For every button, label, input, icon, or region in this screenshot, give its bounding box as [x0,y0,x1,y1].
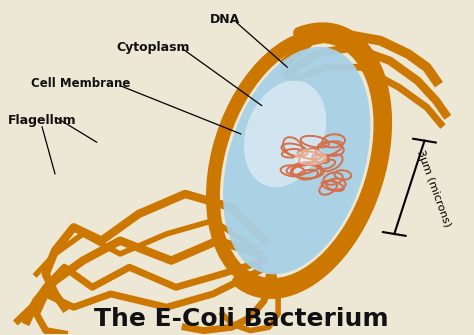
Text: Cytoplasm: Cytoplasm [116,41,190,54]
Text: Flagellum: Flagellum [8,114,76,127]
Text: The E-Coli Bacterium: The E-Coli Bacterium [94,307,388,331]
Text: Cell Membrane: Cell Membrane [31,77,130,90]
Text: 3μm (microns): 3μm (microns) [415,149,452,229]
Ellipse shape [223,47,370,274]
Ellipse shape [294,149,327,165]
Text: DNA: DNA [210,12,240,25]
Ellipse shape [244,81,326,187]
